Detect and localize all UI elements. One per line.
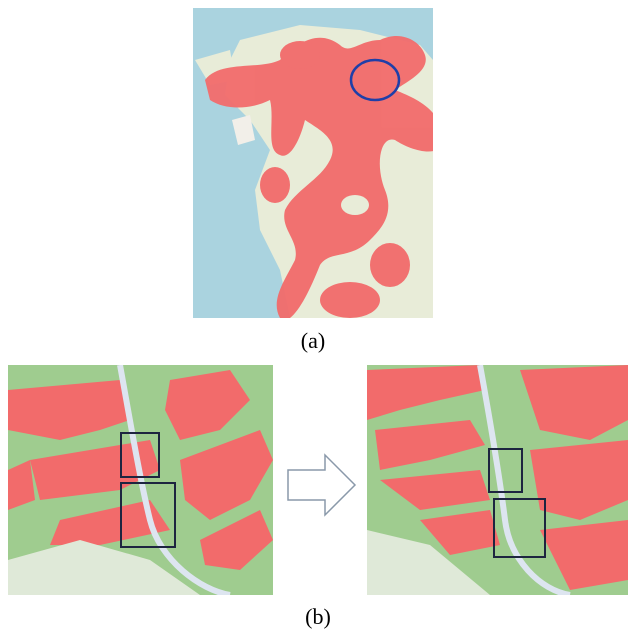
figure: (a): [0, 0, 635, 632]
arrow: [288, 455, 355, 515]
map-a: [193, 8, 445, 318]
caption: (b): [305, 604, 331, 629]
caption: (a): [301, 328, 325, 353]
page: (a): [0, 0, 635, 632]
map-b-right: [367, 365, 628, 595]
map-b-left: [8, 365, 273, 595]
